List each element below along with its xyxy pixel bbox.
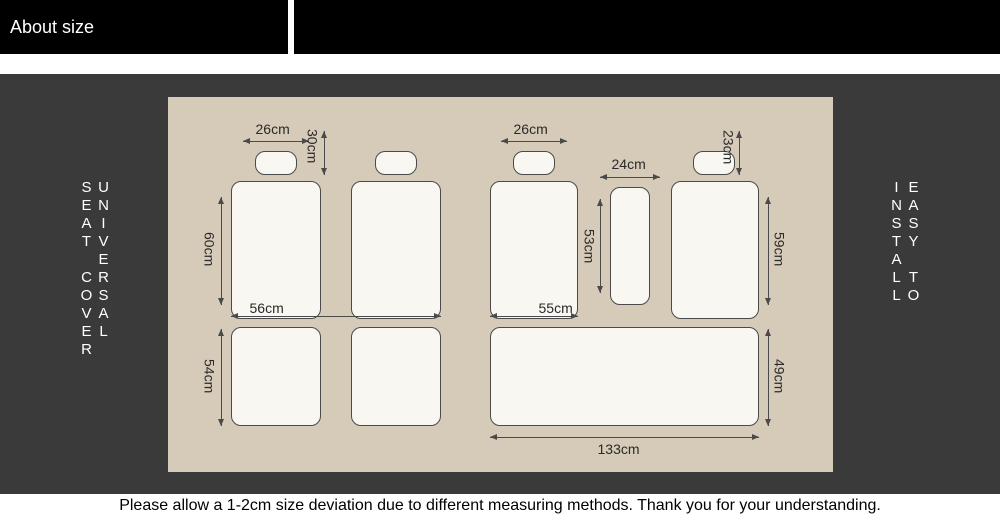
- size-diagram: 26cm 26cm 24cm 56cm 55cm 133cm 30cm 23cm 60cm 53c…: [168, 97, 833, 472]
- front-head-1: [255, 151, 297, 175]
- header-spacer: [294, 0, 1000, 54]
- dim-arrow-v: [221, 197, 222, 305]
- dim-label: 49cm: [772, 359, 788, 393]
- gap: [0, 54, 1000, 74]
- front-back-2: [351, 181, 441, 319]
- front-seat-1: [231, 327, 321, 426]
- dim-arrow-h: [243, 141, 309, 142]
- dim-arrow-h: [501, 141, 567, 142]
- front-seat-2: [351, 327, 441, 426]
- dim-arrow-v: [600, 199, 601, 293]
- dim-arrow-h: [490, 316, 578, 317]
- header-title: About size: [0, 0, 288, 54]
- dim-arrow-v: [768, 197, 769, 305]
- header-bar: About size: [0, 0, 1000, 54]
- dim-arrow-h: [231, 316, 441, 317]
- dim-label: 60cm: [202, 232, 218, 266]
- dim-arrow-h: [600, 177, 660, 178]
- rear-head-1: [513, 151, 555, 175]
- dim-label: 55cm: [539, 300, 573, 316]
- side-label-right: EASY TO INSTALL: [888, 179, 922, 389]
- side-label-left: UNIVERSAL SEAT COVER: [78, 179, 112, 389]
- front-back-1: [231, 181, 321, 319]
- dim-label: 23cm: [721, 130, 737, 164]
- dim-arrow-v: [739, 131, 740, 175]
- dim-arrow-h: [490, 437, 759, 438]
- dim-arrow-v: [768, 329, 769, 426]
- rear-bench: [490, 327, 759, 426]
- dim-label: 26cm: [256, 121, 290, 137]
- rear-back-middle: [610, 187, 650, 305]
- dim-label: 26cm: [514, 121, 548, 137]
- dim-label: 56cm: [250, 300, 284, 316]
- dim-label: 30cm: [305, 129, 321, 163]
- dark-area: UNIVERSAL SEAT COVER EASY TO INSTALL 26c…: [0, 74, 1000, 494]
- dim-label: 133cm: [598, 441, 640, 457]
- dim-label: 53cm: [582, 229, 598, 263]
- dim-label: 54cm: [202, 359, 218, 393]
- dim-label: 24cm: [612, 156, 646, 172]
- rear-back-1: [490, 181, 578, 319]
- dim-label: 59cm: [772, 232, 788, 266]
- dim-arrow-v: [324, 131, 325, 175]
- rear-back-3: [671, 181, 759, 319]
- dim-arrow-v: [221, 329, 222, 426]
- disclaimer-text: Please allow a 1-2cm size deviation due …: [0, 494, 1000, 515]
- front-head-2: [375, 151, 417, 175]
